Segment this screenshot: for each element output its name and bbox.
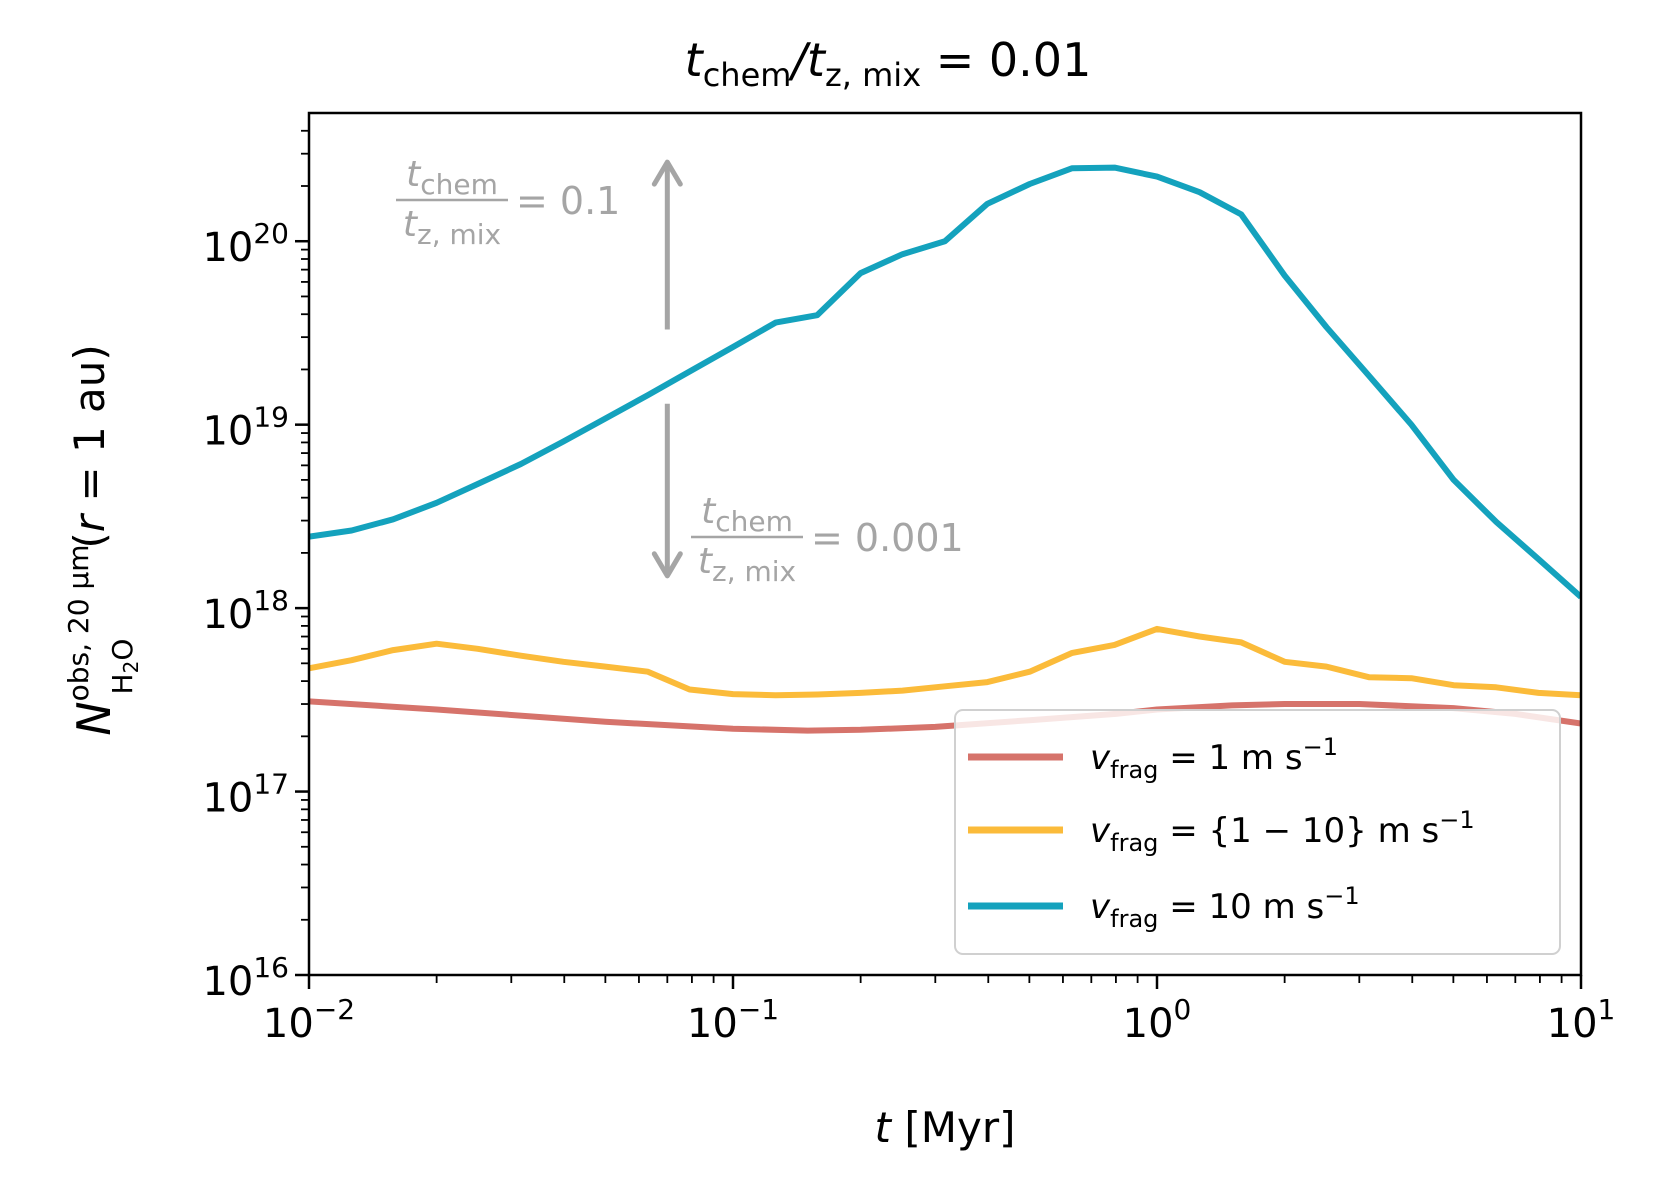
tick-layer: 10−2 10−1 100 101 1016 1017 1018 1019 1020	[202, 129, 1616, 1047]
series-line-2	[309, 625, 1581, 699]
annotation-down-arrow-head	[651, 551, 683, 579]
y-tick-label-2: 1017	[202, 768, 289, 822]
annotation-down-value: = 0.001	[811, 516, 964, 560]
x-tick-label-2: 10−1	[687, 993, 779, 1047]
legend-label-2: vfrag = {1 − 10} m s−1	[1090, 806, 1475, 857]
legend-label-3: vfrag = 10 m s−1	[1090, 882, 1360, 933]
y-tick-label-3: 1018	[202, 584, 289, 638]
legend-label-1: vfrag = 1 m s−1	[1090, 733, 1338, 784]
x-tick-label-3: 100	[1123, 993, 1192, 1047]
y-tick-label-1: 1016	[202, 951, 289, 1005]
annotation-up-arrow-head	[651, 159, 683, 187]
x-tick-label-4: 101	[1547, 993, 1616, 1047]
x-axis-label: t [Myr]	[875, 1103, 1016, 1152]
annotation-down-fraction-denominator: tz, mix	[698, 541, 796, 588]
y-tick-label-4: 1019	[202, 401, 289, 455]
annotation-down-fraction-numerator: tchem	[701, 491, 793, 538]
y-axis-label: Nobs, 20 μm H2O(r = 1 au)	[62, 344, 143, 736]
series-line-3	[309, 164, 1581, 600]
y-tick-label-5: 1020	[202, 217, 289, 271]
legend: vfrag = 1 m s−1 vfrag = {1 − 10} m s−1 vfr…	[954, 709, 1561, 955]
chart-title: tchem/tz, mix = 0.01	[685, 33, 1092, 94]
annotation-up-fraction-numerator: tchem	[406, 154, 498, 201]
plot-frame	[307, 111, 1583, 977]
annotation-up-fraction-denominator: tz, mix	[403, 204, 501, 251]
annotation-up-value: = 0.1	[516, 179, 620, 223]
x-tick-label-1: 10−2	[263, 993, 355, 1047]
legend-box	[954, 709, 1561, 955]
